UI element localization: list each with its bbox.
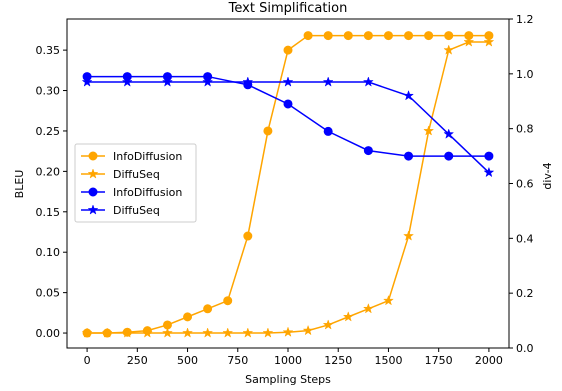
data-point [484, 151, 494, 161]
x-tick-label: 1500 [374, 354, 402, 367]
series-4 [81, 76, 495, 178]
y-tick-label-right: 0.0 [516, 342, 534, 355]
data-point [282, 76, 294, 87]
x-tick-label: 500 [177, 354, 198, 367]
data-point [242, 76, 254, 87]
y-tick-label-left: 0.05 [36, 287, 61, 300]
data-point [404, 31, 414, 41]
chart-title: Text Simplification [228, 1, 348, 16]
legend-marker [87, 204, 99, 215]
data-point [262, 327, 274, 338]
x-tick-label: 2000 [475, 354, 503, 367]
y-axis-label-right: div-4 [541, 162, 554, 189]
data-point [242, 327, 254, 338]
y-axis-label-left: BLEU [13, 170, 26, 199]
y-tick-label-left: 0.15 [36, 206, 61, 219]
y-tick-label-right: 1.2 [516, 13, 534, 26]
data-point [362, 76, 374, 87]
y-tick-label-left: 0.30 [36, 85, 61, 98]
axes-layer: 0 250 500 750 1000 1250 1500 1750 2000 0.00 0.05 0.… [36, 13, 534, 367]
data-point [263, 126, 273, 136]
x-tick-label: 1000 [274, 354, 302, 367]
legend-label: InfoDiffusion [113, 186, 182, 199]
data-point [81, 76, 93, 87]
y-tick-label-right: 0.4 [516, 232, 534, 245]
data-point [443, 44, 455, 55]
data-point [101, 327, 113, 338]
y-tick-label-right: 0.6 [516, 178, 534, 191]
legend: InfoDiffusion DiffuSeq InfoDiffusion DiffuS… [74, 143, 197, 223]
legend-entry: DiffuSeq [81, 168, 160, 181]
data-point [282, 326, 294, 337]
legend-entry: InfoDiffusion [81, 150, 182, 163]
data-point [444, 151, 454, 161]
x-tick-label: 1750 [425, 354, 453, 367]
legend-entry: InfoDiffusion [81, 186, 182, 199]
x-tick-label: 1250 [324, 354, 352, 367]
data-point [383, 31, 393, 41]
data-point [302, 324, 314, 336]
data-point [202, 76, 214, 87]
series-layer [81, 31, 495, 338]
data-point [403, 90, 415, 101]
data-point [443, 128, 455, 139]
data-point [322, 319, 334, 330]
legend-label: DiffuSeq [113, 204, 160, 217]
y-tick-label-left: 0.35 [36, 44, 61, 57]
data-point [141, 327, 153, 338]
y-tick-label-right: 0.2 [516, 287, 534, 300]
x-tick-label: 750 [227, 354, 248, 367]
data-point [303, 31, 313, 41]
data-point [343, 31, 353, 41]
legend-label: DiffuSeq [113, 168, 160, 181]
data-point [121, 76, 133, 87]
data-point [243, 231, 253, 241]
y-tick-label-left: 0.20 [36, 165, 61, 178]
data-point [121, 327, 133, 338]
y-tick-label-left: 0.25 [36, 125, 61, 138]
data-point [404, 151, 414, 161]
legend-label: InfoDiffusion [113, 150, 182, 163]
data-point [423, 125, 435, 136]
legend-marker [88, 151, 98, 161]
data-point [362, 303, 374, 314]
data-point [81, 327, 93, 338]
y-tick-label-right: 0.8 [516, 123, 534, 136]
y-tick-label-left: 0.10 [36, 246, 61, 259]
legend-entry: DiffuSeq [81, 204, 160, 217]
x-axis-label: Sampling Steps [245, 373, 331, 386]
data-point [283, 45, 293, 55]
series-2 [81, 36, 495, 338]
data-point [483, 36, 495, 47]
x-tick-label: 250 [127, 354, 148, 367]
data-point [283, 99, 293, 109]
data-point [182, 327, 194, 338]
data-point [323, 126, 333, 136]
data-point [323, 31, 333, 41]
legend-box [74, 143, 197, 223]
data-point [363, 31, 373, 41]
y-tick-label-right: 1.0 [516, 68, 534, 81]
data-point [322, 76, 334, 87]
data-point [382, 294, 394, 306]
data-point [203, 304, 213, 314]
data-point [363, 146, 373, 156]
data-point [223, 296, 233, 306]
legend-marker [88, 187, 98, 197]
x-tick-label: 0 [84, 354, 91, 367]
data-point [161, 76, 173, 87]
y-tick-label-left: 0.00 [36, 327, 61, 340]
data-point [483, 166, 495, 178]
data-point [161, 327, 173, 338]
data-point [183, 312, 193, 322]
data-point [342, 311, 354, 322]
data-point [222, 327, 234, 338]
data-point [444, 31, 454, 41]
data-point [403, 230, 415, 241]
data-point [424, 31, 434, 41]
data-point [463, 36, 475, 47]
legend-marker [87, 168, 99, 179]
data-point [202, 327, 214, 338]
